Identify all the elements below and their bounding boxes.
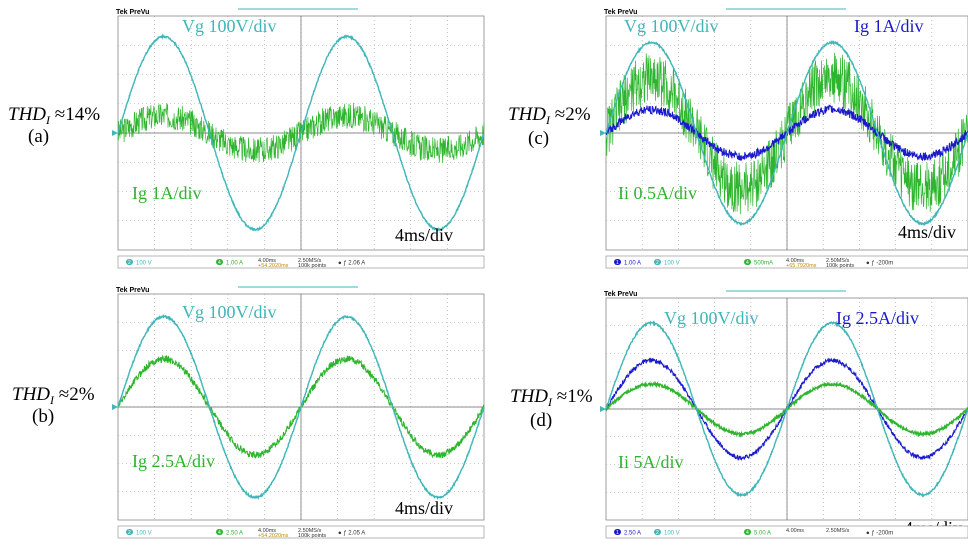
status-points: 100k points [826, 263, 854, 269]
status-trigger: ● ƒ -200m [866, 261, 893, 267]
channel-badge [744, 259, 751, 265]
scope-b: Tek PreVu Vg 100V/div Ig 2.5A/div 4ms/div 2 1… [112, 284, 490, 544]
scope-c: Tek PreVu Vg 100V/div Ii 0.5A/div Ig 1A/div… [598, 6, 968, 272]
channel-badge [216, 259, 223, 265]
status-delay: +54.2020ms [258, 263, 289, 269]
channel-badge [614, 529, 621, 535]
ground-marker [600, 130, 606, 136]
label-vg: Vg 100V/div [182, 16, 277, 36]
channel-number: 2 [128, 530, 131, 536]
channel-scale: 5.00 A [754, 531, 771, 537]
trace-vg [605, 39, 968, 227]
ground-marker [112, 130, 118, 136]
trace-ig [605, 52, 968, 215]
trace-vg [117, 33, 485, 232]
channel-badge [216, 529, 223, 535]
status-trigger: ● ƒ -200m [866, 531, 893, 537]
label-ig: Ig 2.5A/div [836, 308, 919, 328]
channel-scale: 100 V [136, 261, 152, 267]
status-time: 4.00ms [786, 258, 804, 264]
ground-marker [600, 406, 606, 412]
status-rate: 2.50MS/s [826, 528, 849, 534]
trace-vg [605, 319, 968, 498]
thd-label-d: THDI ≈1% [510, 386, 593, 409]
channel-badge [614, 259, 621, 265]
status-rate: 2.50MS/s [298, 528, 321, 534]
label-vg: Vg 100V/div [624, 16, 719, 36]
channel-scale: 1.00 A [624, 261, 641, 267]
status-points: 100k points [298, 263, 326, 269]
channel-badge [654, 259, 661, 265]
status-rate: 2.50MS/s [826, 258, 849, 264]
label-current: Ii 0.5A/div [618, 183, 697, 203]
channel-scale: 2.50 A [624, 531, 641, 537]
channel-scale: 100 V [664, 261, 680, 267]
status-time: 4.00ms [786, 528, 804, 534]
channel-number: 4 [746, 530, 749, 536]
tek-header: Tek PreVu [116, 287, 149, 294]
panel-letter-c: (c) [528, 128, 550, 149]
channel-number: 4 [218, 530, 221, 536]
scope-d-svg: Tek PreVu Vg 100V/div Ii 5A/div Ig 2.5A/div… [600, 290, 968, 539]
channel-scale: 2.50 A [226, 531, 243, 537]
tek-header: Tek PreVu [604, 291, 637, 298]
thd-label-a: THDI ≈14% [8, 104, 101, 127]
label-timebase: 4ms/div [898, 222, 956, 242]
channel-number: 4 [746, 260, 749, 266]
status-points: 100k points [298, 533, 326, 539]
scope-a-svg: Tek PreVu Vg 100V/div Ig 1A/div 4ms/div 2 100… [112, 8, 485, 269]
status-delay: +65.7920ms [786, 263, 817, 269]
tek-header: Tek PreVu [116, 9, 149, 16]
status-bar [605, 255, 968, 269]
channel-badge [126, 259, 133, 265]
channel-number: 1 [616, 260, 619, 266]
channel-scale: 100 V [136, 531, 152, 537]
tek-header: Tek PreVu [604, 9, 637, 16]
label-current: Ig 1A/div [132, 183, 202, 203]
channel-badge [654, 529, 661, 535]
channel-scale: 1.00 A [226, 261, 243, 267]
status-trigger: ● ƒ 2.05 A [338, 531, 365, 537]
panel-letter-d: (d) [530, 410, 553, 431]
label-timebase: 4ms/div [395, 225, 453, 245]
panel-letter-b: (b) [32, 406, 55, 427]
panel-letter-a: (a) [28, 126, 50, 147]
status-time: 4.00ms [258, 528, 276, 534]
label-ig: Ig 1A/div [854, 16, 924, 36]
channel-scale: 500mA [754, 261, 773, 267]
label-current: Ii 5A/div [618, 452, 684, 472]
status-time: 4.00ms [258, 258, 276, 264]
status-rate: 2.50MS/s [298, 258, 321, 264]
scope-d: Tek PreVu Vg 100V/div Ii 5A/div Ig 2.5A/div… [598, 288, 968, 544]
label-current: Ig 2.5A/div [132, 451, 215, 471]
status-bar [117, 525, 485, 539]
channel-number: 2 [656, 530, 659, 536]
channel-number: 4 [218, 260, 221, 266]
channel-number: 2 [656, 260, 659, 266]
ground-marker [112, 404, 118, 410]
status-bar [605, 525, 968, 539]
trace-ig [117, 102, 485, 163]
channel-number: 1 [616, 530, 619, 536]
status-bar [117, 255, 485, 269]
status-delay: +54.2020ms [258, 533, 289, 539]
channel-scale: 100 V [664, 531, 680, 537]
label-timebase: 4ms/div [395, 498, 453, 518]
channel-number: 2 [128, 260, 131, 266]
scope-a: Tek PreVu Vg 100V/div Ig 1A/div 4ms/div 2 100… [112, 6, 490, 272]
label-vg: Vg 100V/div [182, 302, 277, 322]
thd-label-b: THDI ≈2% [12, 384, 95, 407]
thd-label-c: THDI ≈2% [508, 104, 591, 127]
trace-vg [117, 314, 485, 501]
channel-badge [126, 529, 133, 535]
status-trigger: ● ƒ 2.06 A [338, 261, 365, 267]
label-vg: Vg 100V/div [664, 308, 759, 328]
channel-badge [744, 529, 751, 535]
